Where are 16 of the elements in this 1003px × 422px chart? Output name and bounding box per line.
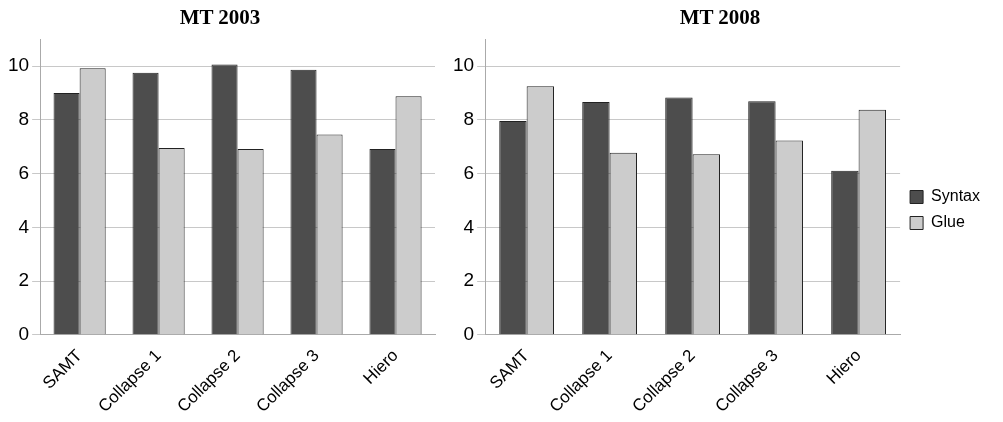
y-tick-label: 10 xyxy=(452,54,475,76)
y-tick-label: 8 xyxy=(18,108,30,130)
y-tick-label: 0 xyxy=(463,323,475,345)
y-tick-label: 6 xyxy=(18,161,30,183)
y-tick-label: 0 xyxy=(18,323,30,345)
y-tick-label: 4 xyxy=(18,215,30,237)
y-tick-label: 2 xyxy=(463,269,475,291)
y-tick-label: 10 xyxy=(7,54,30,76)
y-tick-label: 4 xyxy=(463,215,475,237)
chart-title: MT 2008 xyxy=(679,5,761,30)
legend-label: Glue xyxy=(931,213,965,231)
chart-title: MT 2003 xyxy=(179,5,261,30)
y-tick-label: 8 xyxy=(463,108,475,130)
legend-label: Syntax xyxy=(931,187,981,205)
y-tick-label: 6 xyxy=(463,161,475,183)
y-tick-label: 2 xyxy=(18,269,30,291)
